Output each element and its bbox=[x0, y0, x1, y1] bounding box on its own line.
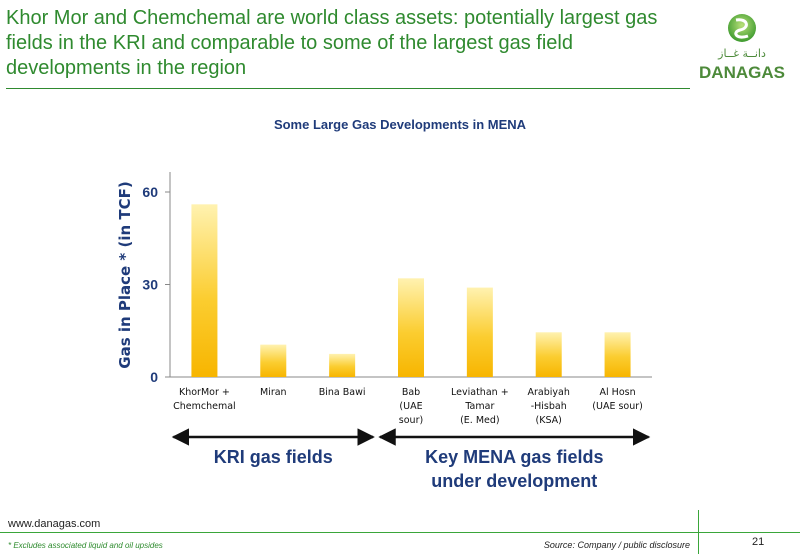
bar bbox=[604, 332, 631, 377]
x-tick-label-line: Bab bbox=[402, 387, 420, 398]
x-tick-label: Bina Bawi bbox=[319, 387, 366, 398]
x-tick-label-line: Bina Bawi bbox=[319, 387, 366, 398]
logo-text: DANAGAS bbox=[699, 63, 785, 82]
logo-arabic-text: دانــة غــاز bbox=[717, 47, 766, 60]
slide-title: Khor Mor and Chemchemal are world class … bbox=[6, 7, 658, 79]
x-tick-label: Al Hosn (UAE sour) bbox=[592, 387, 643, 412]
x-tick-label-line: (KSA) bbox=[536, 415, 562, 426]
bar bbox=[398, 278, 424, 377]
y-tick-label: 0 bbox=[150, 369, 158, 385]
x-tick-label-line: (UAE bbox=[399, 401, 422, 412]
x-tick-label-line: (E. Med) bbox=[460, 415, 500, 426]
x-tick-label-line: sour) bbox=[399, 415, 423, 426]
x-tick-label-line: -Hisbah bbox=[531, 401, 567, 412]
x-tick-label: Leviathan + Tamar (E. Med) bbox=[451, 387, 509, 426]
header-divider bbox=[6, 88, 690, 89]
footnote: * Excludes associated liquid and oil ups… bbox=[8, 541, 163, 550]
x-tick-label-line: Leviathan + bbox=[451, 387, 509, 398]
y-axis-label: Gas in Place * (in TCF) bbox=[116, 181, 134, 368]
gas-developments-chart: 0 30 60 KhorMor + Chemchemal Miran Bina Bawi B… bbox=[116, 172, 652, 491]
chart-title: Some Large Gas Developments in MENA bbox=[273, 117, 527, 132]
page-number: 21 bbox=[752, 536, 765, 548]
x-tick-label: Arabiyah -Hisbah (KSA) bbox=[528, 387, 570, 426]
bar bbox=[191, 204, 218, 377]
group-label: KRI gas fields bbox=[214, 447, 333, 467]
x-tick-label-line: Arabiyah bbox=[528, 387, 570, 398]
x-tick-label: KhorMor + Chemchemal bbox=[173, 387, 236, 412]
footer-divider bbox=[0, 532, 800, 533]
x-tick-label-line: Tamar bbox=[464, 401, 494, 412]
x-tick-label-line: Al Hosn bbox=[600, 387, 636, 398]
source-note: Source: Company / public disclosure bbox=[543, 540, 690, 550]
danagas-logo: دانــة غــاز DANAGAS bbox=[692, 6, 792, 90]
x-tick-label-line: (UAE sour) bbox=[592, 401, 643, 412]
bar bbox=[466, 287, 493, 377]
group-label: under development bbox=[431, 471, 597, 491]
bar bbox=[329, 353, 356, 377]
x-tick-label-line: Chemchemal bbox=[173, 401, 236, 412]
x-tick-label-line: Miran bbox=[260, 387, 287, 398]
x-tick-label-line: KhorMor + bbox=[179, 387, 230, 398]
bar bbox=[260, 344, 287, 377]
y-tick-label: 30 bbox=[142, 277, 158, 293]
x-tick-label: Miran bbox=[260, 387, 287, 398]
y-tick-label: 60 bbox=[142, 184, 158, 200]
x-tick-label: Bab (UAE sour) bbox=[399, 387, 423, 426]
bar bbox=[535, 332, 562, 377]
group-label: Key MENA gas fields bbox=[425, 447, 603, 467]
website-link[interactable]: www.danagas.com bbox=[8, 518, 101, 530]
